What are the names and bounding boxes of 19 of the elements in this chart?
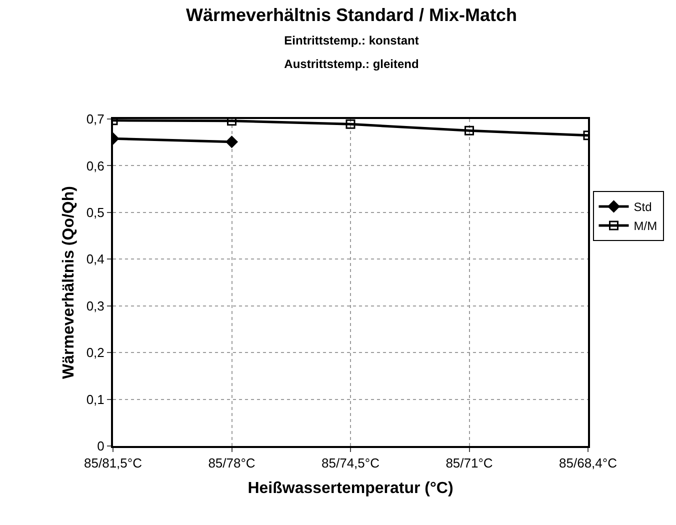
y-tick-label: 0,5 bbox=[86, 204, 104, 220]
y-tick-label: 0 bbox=[97, 438, 104, 454]
x-tick-label: 85/71°C bbox=[446, 456, 493, 471]
y-tick-label: 0,1 bbox=[86, 392, 104, 407]
chart-subtitle: Eintrittstemp.: konstant Austrittstemp.: gleitend bbox=[284, 33, 419, 71]
x-tick-label: 85/78°C bbox=[208, 456, 256, 471]
y-tick-label: 0,2 bbox=[86, 345, 104, 360]
chart-title: Wärmeverhältnis Standard / Mix-Match bbox=[186, 5, 518, 25]
y-tick-label: 0,7 bbox=[86, 112, 104, 127]
x-tick-label: 85/68,4°C bbox=[559, 456, 617, 471]
y-axis-title: Wärmeverhältnis (Qo/Qh) bbox=[60, 186, 78, 379]
legend-label: Std bbox=[634, 200, 652, 214]
legend-label: M/M bbox=[634, 219, 658, 234]
y-tick-label: 0,4 bbox=[86, 252, 104, 267]
y-tick-label: 0,6 bbox=[86, 158, 104, 174]
y-tick-label: 0,3 bbox=[86, 298, 104, 314]
x-axis-title: Heißwassertemperatur (°C) bbox=[248, 480, 454, 497]
x-tick-label: 85/81,5°C bbox=[84, 456, 142, 471]
x-tick-label: 85/74,5°C bbox=[322, 456, 380, 471]
